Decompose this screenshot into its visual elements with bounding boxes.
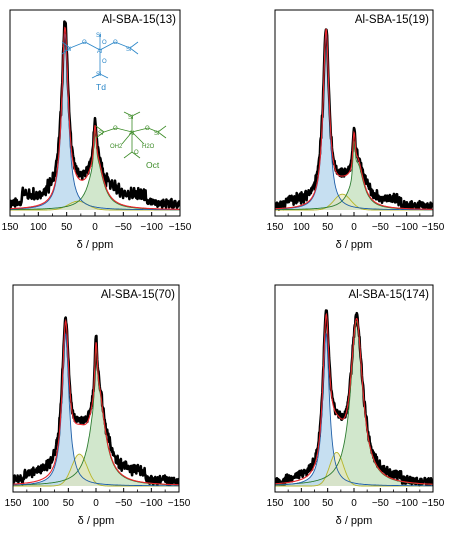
x-tick-label: 150 — [5, 498, 22, 509]
td-si-4: Si — [96, 72, 101, 78]
td-component-line — [275, 332, 433, 487]
x-axis-label: δ / ppm — [336, 515, 373, 527]
panel-title: Al-SBA-15(13) — [102, 14, 176, 26]
td-al: Al — [97, 49, 102, 55]
experimental-spectrum — [275, 28, 433, 211]
x-tick-label: 50 — [61, 222, 73, 233]
oct-si-3: Si — [128, 115, 133, 121]
td-structure-diagram: Si Si Si Si Al O O O O Td — [61, 33, 139, 92]
plot-area — [13, 316, 179, 487]
oct-si-2: Si — [154, 131, 159, 137]
spectrum-panel: Al-SBA-15(13) 150 100 50 0 −50 −100 −150 δ / ppm — [2, 9, 192, 251]
td-si-1: Si — [66, 47, 71, 53]
total-fit-line — [275, 312, 433, 485]
x-tick-label: 50 — [322, 498, 334, 509]
oct-o-3: O — [134, 150, 139, 156]
x-tick-label: 150 — [267, 222, 284, 233]
spectrum-panel: Al-SBA-15(70) 150 100 50 0 −50 −100 −150 δ / ppm — [5, 284, 191, 527]
td-label: Td — [96, 82, 106, 92]
x-tick-label: −100 — [140, 222, 163, 233]
x-tick-label: 50 — [63, 498, 75, 509]
panel-title: Al-SBA-15(70) — [101, 289, 175, 301]
td-si-3: Si — [96, 33, 101, 39]
x-tick-label: −100 — [140, 498, 163, 509]
x-tick-label: 100 — [293, 222, 310, 233]
oct-oh2: OH2 — [110, 144, 123, 150]
x-tick-label: −50 — [115, 222, 132, 233]
x-tick-label: −50 — [372, 498, 389, 509]
spectrum-panel: Al-SBA-15(19) 150 100 50 0 −50 −100 −150 δ / ppm — [267, 9, 445, 251]
x-tick-label: −100 — [395, 222, 418, 233]
oct-component-fill — [13, 348, 179, 486]
x-tick-label: 100 — [30, 222, 47, 233]
experimental-spectrum — [13, 316, 179, 487]
x-tick-label: 0 — [93, 498, 99, 509]
panel-title: Al-SBA-15(174) — [348, 289, 429, 301]
spectrum-panel: Al-SBA-15(174) 150 100 50 0 −50 −100 −150 δ / pp… — [267, 284, 445, 527]
experimental-spectrum — [10, 20, 180, 210]
x-tick-label: 150 — [267, 498, 284, 509]
x-tick-label: 0 — [92, 222, 98, 233]
x-axis-label: δ / ppm — [77, 239, 114, 251]
td-component-line — [10, 32, 180, 211]
panel-title: Al-SBA-15(19) — [355, 14, 429, 26]
x-tick-label: 50 — [322, 222, 334, 233]
td-o-2: O — [113, 40, 118, 46]
x-tick-label: −150 — [168, 498, 191, 509]
oct-o-2: O — [145, 126, 150, 132]
oct-si-1: Si — [98, 131, 103, 137]
oct-al: Al — [129, 131, 134, 137]
plot-area — [275, 28, 433, 211]
td-component-line — [13, 332, 179, 487]
total-fit-line — [275, 28, 433, 210]
oct-o-1: O — [113, 126, 118, 132]
oct-structure-diagram: Si Si Si Al O O O OH2 H2O Oct — [95, 111, 167, 170]
x-tick-label: 0 — [351, 222, 357, 233]
oct-h2o: H2O — [142, 144, 155, 150]
oct-component-fill — [275, 141, 433, 210]
total-fit-line — [13, 318, 179, 486]
td-si-2: Si — [126, 47, 131, 53]
x-tick-label: 150 — [2, 222, 19, 233]
td-o-4: O — [102, 40, 107, 46]
x-tick-label: −50 — [372, 222, 389, 233]
oct-component-fill — [275, 321, 433, 486]
x-axis-label: δ / ppm — [336, 239, 373, 251]
x-tick-label: −50 — [115, 498, 132, 509]
x-axis-label: δ / ppm — [78, 515, 115, 527]
total-fit-line — [10, 26, 180, 210]
x-tick-label: −150 — [422, 498, 445, 509]
x-tick-label: −150 — [169, 222, 192, 233]
x-tick-label: 100 — [293, 498, 310, 509]
x-tick-label: −100 — [395, 498, 418, 509]
plot-area — [10, 20, 180, 211]
td-o-3: O — [102, 59, 107, 65]
oct-label: Oct — [146, 160, 160, 170]
x-tick-label: −150 — [422, 222, 445, 233]
td-component-line — [275, 32, 433, 211]
x-tick-label: 100 — [32, 498, 49, 509]
plot-area — [275, 309, 433, 487]
x-tick-label: 0 — [351, 498, 357, 509]
td-o-1: O — [82, 40, 87, 46]
oct-component-fill — [10, 130, 180, 210]
